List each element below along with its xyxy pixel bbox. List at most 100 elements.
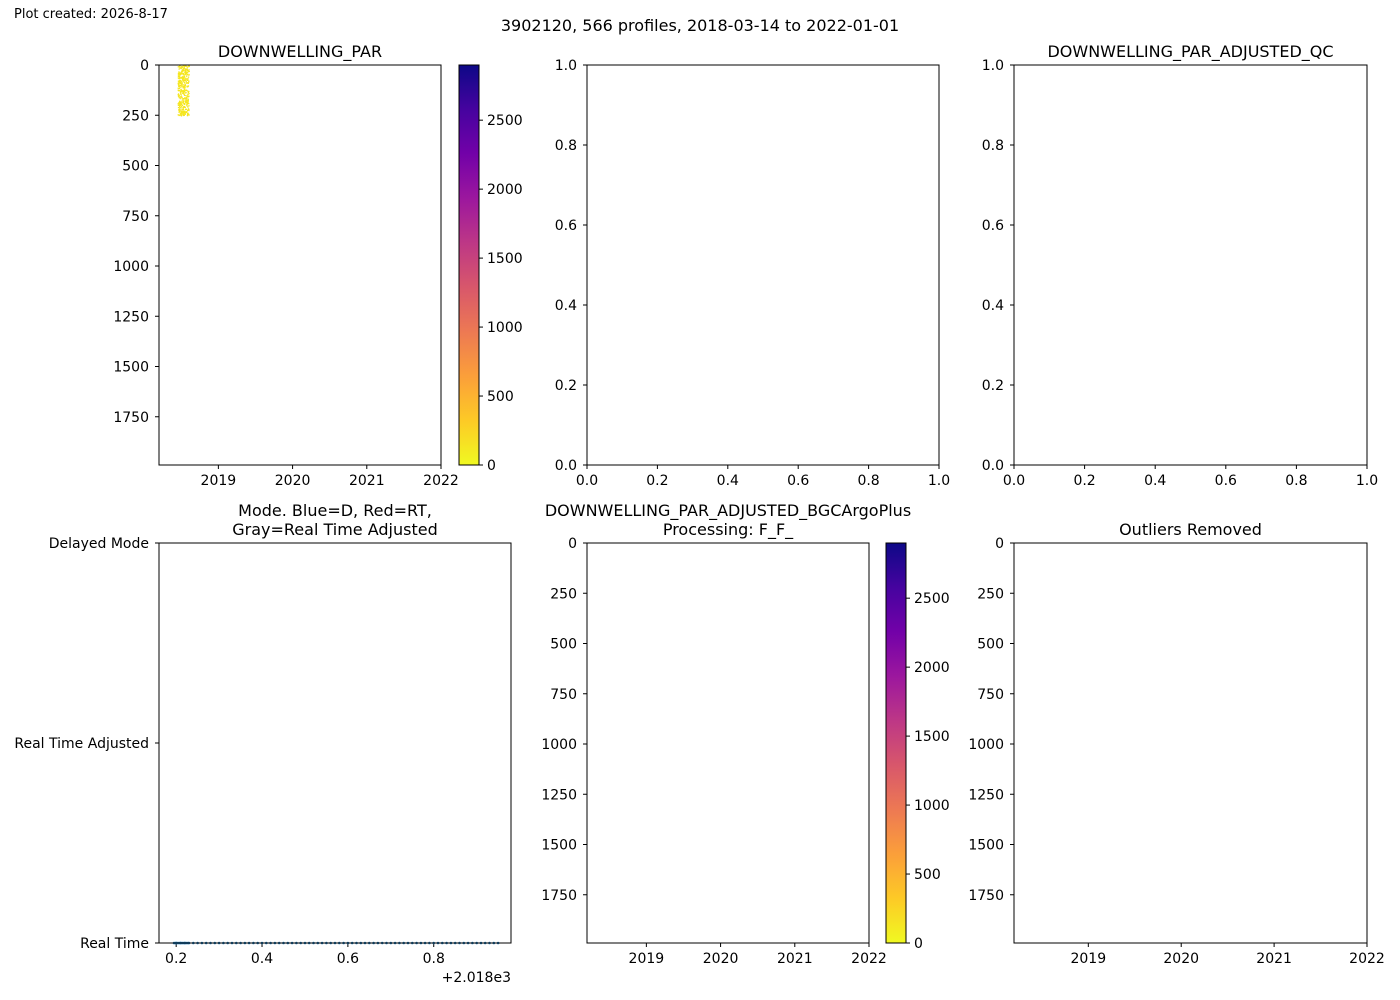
data-point — [186, 79, 188, 81]
y-tick-label: 1750 — [113, 410, 149, 426]
data-point — [183, 79, 186, 82]
data-point — [186, 69, 188, 71]
data-point — [188, 73, 190, 76]
panel-title: Gray=Real Time Adjusted — [232, 520, 438, 539]
colorbar-tick-label: 0 — [914, 936, 923, 952]
data-point — [183, 94, 186, 96]
data-point — [180, 109, 182, 111]
colorbar: 0 500 1000 1500 2000 2500 — [885, 542, 950, 952]
colorbar-tick-label: 1000 — [914, 798, 950, 814]
data-point — [188, 109, 190, 112]
data-point — [183, 79, 185, 81]
data-point — [188, 70, 190, 73]
data-point — [179, 84, 182, 87]
data-point — [187, 82, 189, 84]
data-point — [182, 108, 184, 111]
x-tick-label: 2019 — [629, 951, 665, 967]
data-point — [179, 113, 181, 115]
colorbar-tick-label: 500 — [487, 389, 514, 405]
data-point — [180, 84, 183, 86]
data-point — [180, 89, 182, 91]
y-tick-label: Real Time Adjusted — [14, 736, 149, 752]
data-point — [187, 78, 189, 80]
x-tick-label: 0.2 — [165, 951, 187, 967]
data-points — [177, 65, 190, 117]
x-tick-label: 2021 — [349, 473, 385, 489]
x-tick-label: 0.8 — [423, 951, 445, 967]
data-point — [186, 102, 188, 104]
data-point — [182, 114, 185, 116]
figure-suptitle: 3902120, 566 profiles, 2018-03-14 to 202… — [500, 16, 900, 35]
data-point — [182, 91, 184, 93]
data-point — [186, 82, 188, 84]
y-tick-label: 1500 — [113, 360, 149, 376]
axes-frame — [586, 542, 870, 944]
axes-frame — [1013, 64, 1368, 466]
data-point — [184, 112, 186, 114]
data-point — [187, 90, 189, 92]
data-point — [178, 71, 180, 73]
x-offset-label: +2.018e3 — [442, 970, 511, 986]
data-point — [184, 70, 186, 72]
data-point — [184, 68, 187, 70]
data-point — [186, 66, 188, 68]
data-point — [180, 67, 182, 69]
data-point — [181, 104, 184, 106]
colorbar-tick-label: 2000 — [914, 660, 950, 676]
data-point — [178, 104, 180, 106]
data-point — [178, 104, 180, 106]
x-tick-label: 2020 — [1163, 951, 1199, 967]
data-point — [178, 85, 180, 87]
data-point — [188, 113, 190, 115]
data-point — [180, 82, 182, 84]
data-point — [181, 69, 184, 71]
y-tick-label: 0.6 — [982, 218, 1004, 234]
data-point — [184, 90, 187, 92]
y-tick-label: 750 — [550, 687, 577, 703]
data-point — [188, 92, 190, 95]
y-tick-label: 0.0 — [555, 458, 577, 474]
colorbar-tick-label: 1500 — [914, 729, 950, 745]
data-point — [185, 89, 187, 91]
x-tick-label: 0.6 — [1215, 473, 1237, 489]
data-point — [182, 65, 184, 67]
y-tick-label: 500 — [977, 637, 1004, 653]
data-point — [179, 79, 181, 82]
data-point — [186, 105, 188, 107]
data-point — [179, 78, 181, 80]
data-point — [187, 99, 189, 101]
x-tick-label: 0.6 — [337, 951, 359, 967]
data-point — [180, 114, 182, 116]
x-tick-label: 2019 — [201, 473, 237, 489]
data-point — [188, 69, 190, 71]
data-point — [181, 102, 183, 104]
data-point — [180, 106, 182, 108]
data-point — [181, 114, 183, 116]
y-tick-label: 0 — [140, 58, 149, 74]
data-point — [184, 97, 186, 99]
x-tick-label: 0.0 — [1003, 473, 1025, 489]
panel-title: Outliers Removed — [1119, 520, 1262, 539]
data-point — [180, 90, 182, 92]
y-tick-label: 250 — [550, 586, 577, 602]
colorbar-gradient — [885, 542, 907, 944]
data-point — [183, 112, 186, 114]
data-point — [183, 74, 185, 76]
data-point — [186, 102, 189, 104]
data-point — [181, 98, 183, 100]
data-point — [181, 80, 183, 83]
data-point — [188, 95, 190, 97]
data-point — [182, 78, 184, 80]
data-point — [186, 100, 188, 102]
data-point — [185, 70, 187, 73]
data-point — [185, 102, 187, 104]
data-point — [183, 89, 185, 91]
data-point — [186, 75, 188, 77]
data-point — [181, 81, 183, 84]
data-point — [185, 81, 187, 83]
data-point — [182, 101, 185, 103]
data-point — [186, 96, 188, 99]
data-point — [184, 82, 186, 84]
y-tick-label: 500 — [550, 637, 577, 653]
data-point — [181, 90, 183, 92]
